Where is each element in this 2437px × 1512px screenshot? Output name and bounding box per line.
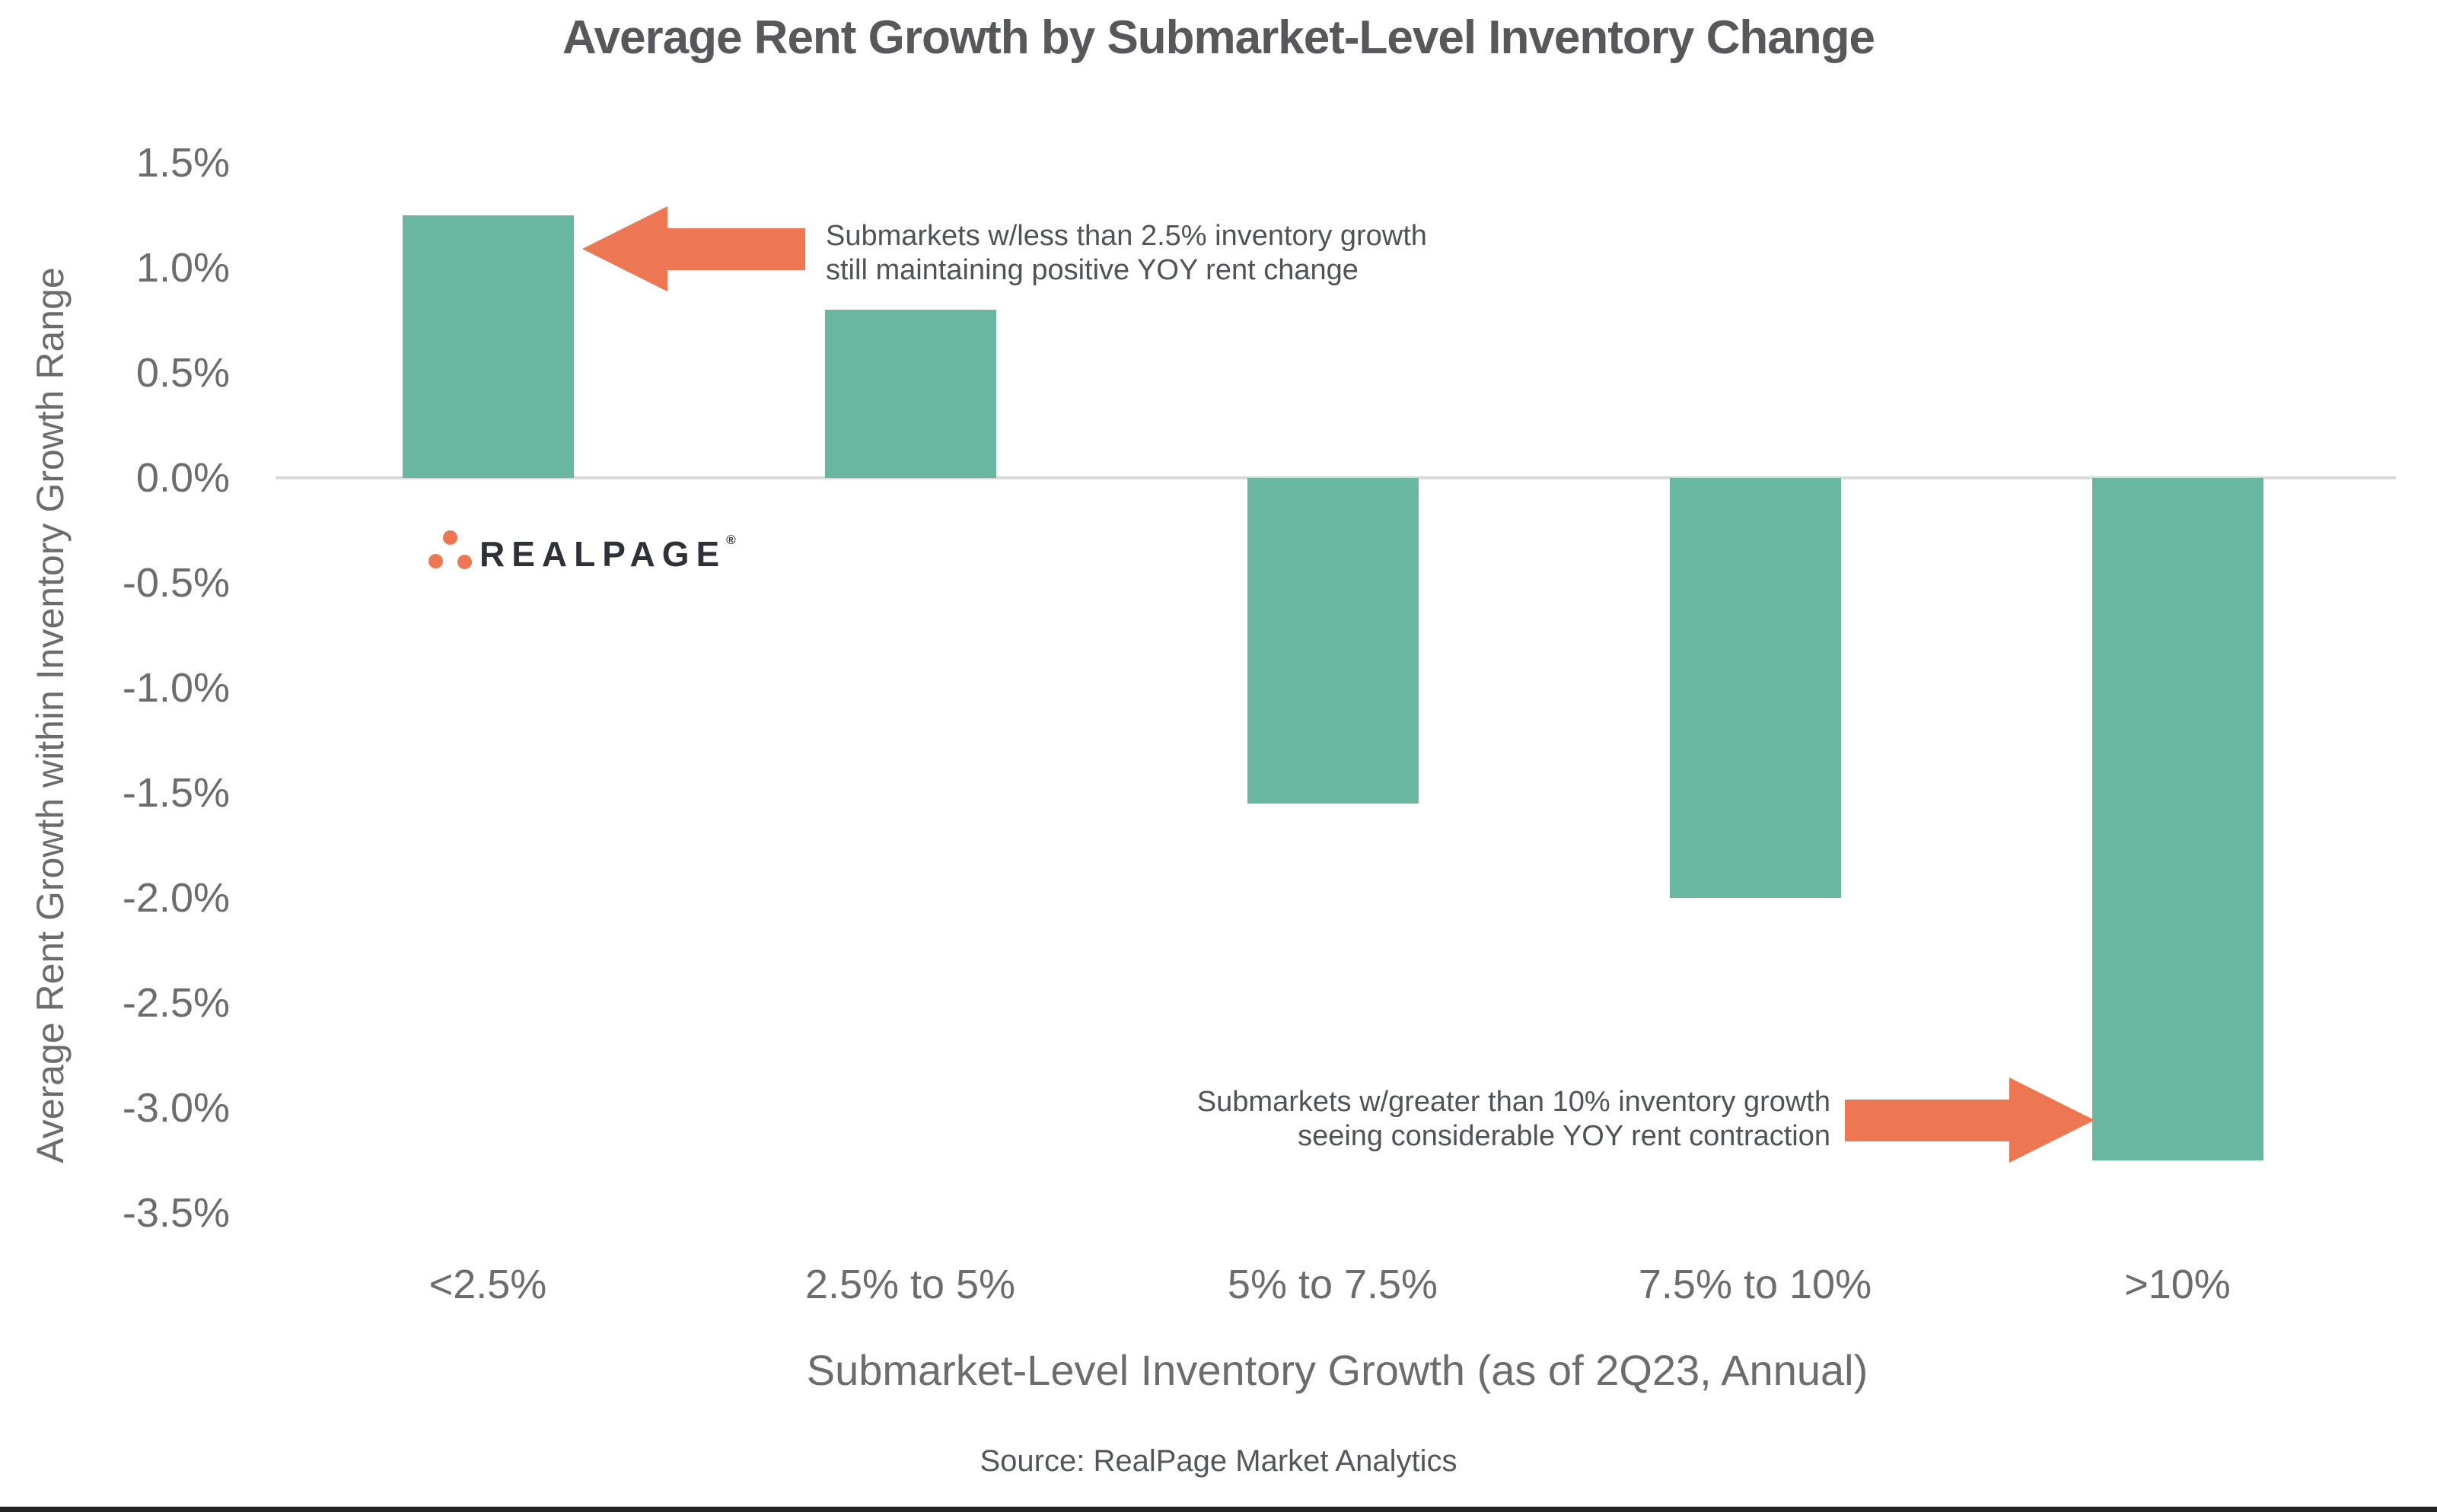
- y-tick-label: 1.5%: [135, 140, 230, 186]
- bar: [1247, 478, 1419, 804]
- y-tick-label: -2.0%: [122, 875, 230, 921]
- y-tick-label: 1.0%: [135, 245, 230, 291]
- y-tick-label: -3.0%: [122, 1085, 230, 1131]
- realpage-logo: REALPAGE®: [420, 524, 736, 577]
- bar: [1669, 478, 1841, 898]
- annotation-line: still maintaining positive YOY rent chan…: [826, 254, 1359, 286]
- y-tick-label: -1.5%: [122, 770, 230, 816]
- x-category-label: 7.5% to 10%: [1638, 1262, 1872, 1307]
- bar: [824, 310, 996, 478]
- y-tick-label: -2.5%: [122, 980, 230, 1026]
- y-tick-label: -3.5%: [122, 1190, 230, 1236]
- registered-mark: ®: [726, 533, 736, 547]
- y-tick-label: -0.5%: [122, 560, 230, 606]
- chart-title: Average Rent Growth by Submarket-Level I…: [562, 11, 1875, 64]
- x-category-label: <2.5%: [428, 1262, 547, 1307]
- right-arrow-icon: [1845, 1100, 2011, 1141]
- x-category-label: 2.5% to 5%: [804, 1262, 1016, 1307]
- bar: [2091, 478, 2263, 1160]
- x-axis-title: Submarket-Level Inventory Growth (as of …: [806, 1346, 1868, 1394]
- y-tick-label: 0.0%: [135, 455, 230, 501]
- annotation-line: Submarkets w/greater than 10% inventory …: [1196, 1086, 1830, 1118]
- realpage-wordmark: REALPAGE®: [479, 533, 736, 574]
- source-note: Source: RealPage Market Analytics: [980, 1444, 1457, 1478]
- left-arrow-icon: [666, 228, 805, 270]
- y-tick-label: 0.5%: [135, 350, 230, 396]
- bar: [402, 215, 574, 478]
- y-tick-label: -1.0%: [122, 665, 230, 711]
- bottom-border: [0, 1507, 2437, 1512]
- left-arrow-icon: [582, 206, 667, 291]
- realpage-dots-icon: [420, 524, 479, 577]
- annotation-positive-rent: Submarkets w/less than 2.5% inventory gr…: [826, 219, 1427, 288]
- x-category-label: 5% to 7.5%: [1227, 1262, 1438, 1307]
- right-arrow-icon: [2009, 1077, 2095, 1163]
- x-category-label: >10%: [2124, 1262, 2231, 1307]
- annotation-line: seeing considerable YOY rent contraction: [1298, 1120, 1830, 1152]
- annotation-line: Submarkets w/less than 2.5% inventory gr…: [826, 220, 1427, 252]
- annotation-rent-contraction: Submarkets w/greater than 10% inventory …: [765, 1085, 1830, 1154]
